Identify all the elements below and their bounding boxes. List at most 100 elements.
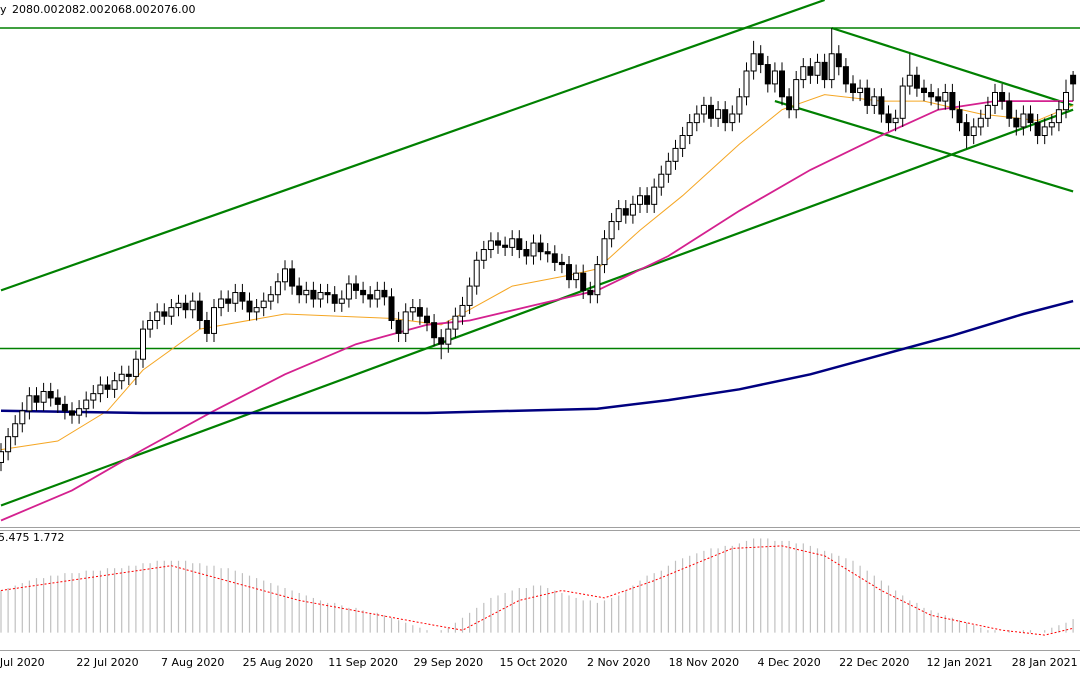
candle-body [147,320,154,330]
candle-body [999,91,1006,102]
candle-body [345,283,352,300]
candle-body [381,289,388,298]
candle-body [913,74,920,89]
candle-body [580,272,587,291]
candle-body [658,173,665,188]
candle-body [800,66,807,81]
x-tick-label: 22 Jul 2020 [76,656,138,669]
candle-body [956,109,963,124]
candle-body [33,395,40,403]
candle-body [558,261,565,266]
candle-body [786,96,793,111]
candle-body [502,244,509,248]
candle-body [1063,91,1069,111]
candle-body [537,242,544,253]
candle-body [466,285,473,306]
candle-body [19,410,26,425]
candle-body [69,410,75,416]
candle-body [1034,122,1041,137]
candle-body [374,289,381,300]
ohlc-label: 2068.00 [104,3,150,16]
candle-body [324,292,331,296]
trendline [774,100,1074,193]
candle-body [977,117,984,128]
candle-body [154,311,161,322]
candle-body [54,397,61,405]
candle-body [779,70,785,98]
candle-body [928,91,935,98]
candle-body [161,311,168,317]
candle-body [267,294,274,302]
candle-body [821,61,828,81]
candle-body [523,249,530,257]
candle-body [672,147,679,162]
x-tick-label: 22 Dec 2020 [839,656,909,669]
candle-body [289,268,296,287]
candle-body [310,289,317,300]
candle-body [693,113,700,124]
candle-body [438,337,445,345]
candle-body [353,283,359,291]
x-tick-label: 4 Dec 2020 [757,656,820,669]
candle-body [232,292,239,304]
candle-body [992,91,998,106]
candle-body [793,79,800,111]
candle-body [878,96,885,115]
candle-body [445,328,452,345]
candle-body [573,272,580,281]
candle-body [1027,113,1034,124]
candle-body [516,238,523,251]
candle-body [1013,117,1020,128]
candle-body [40,390,47,403]
candle-body [743,70,750,98]
candle-body [551,253,558,263]
candle-body [1006,100,1013,119]
candle-body [594,264,601,296]
candle-body [942,91,949,102]
candle-body [722,109,729,124]
candle-body [509,238,516,248]
candle-body [388,296,395,322]
candle-body [949,91,956,111]
moving-average [0,299,1074,415]
candle-body [686,122,693,137]
candle-body [12,423,19,438]
candle-body [431,322,438,339]
candle-body [835,53,842,68]
candle-body [622,208,629,216]
candle-body [530,242,537,257]
x-tick-label: 28 Jan 2021 [1012,656,1078,669]
candle-body [764,64,771,85]
x-tick-label: 12 Jan 2021 [927,656,993,669]
signal-line [0,545,1074,636]
candle-body [601,238,608,266]
x-tick-label: 7 Aug 2020 [161,656,224,669]
candle-body [282,268,288,283]
candle-body [125,373,132,377]
candle-body [111,380,118,390]
candle-body [253,307,260,313]
candle-body [402,311,409,334]
candle-body [218,298,225,309]
candle-body [814,61,821,76]
candle-body [459,304,466,317]
candle-body [395,320,402,334]
candle-body [1055,109,1062,124]
trendline [0,0,825,292]
ohlc-label: 2076.00 [150,3,196,16]
candle-body [708,104,714,119]
candle-body [104,384,111,390]
x-tick-label: 2 Nov 2020 [587,656,650,669]
x-tick-label: 18 Nov 2020 [669,656,739,669]
candle-body [608,221,615,240]
candle-body [665,160,672,175]
x-tick-label: 29 Sep 2020 [413,656,483,669]
candle-body [1041,126,1048,137]
candle-body [679,135,686,149]
candle-body [637,195,643,205]
candle-body [906,74,913,87]
candle-body [480,249,487,261]
candle-body [83,399,90,410]
candle-body [842,66,849,85]
